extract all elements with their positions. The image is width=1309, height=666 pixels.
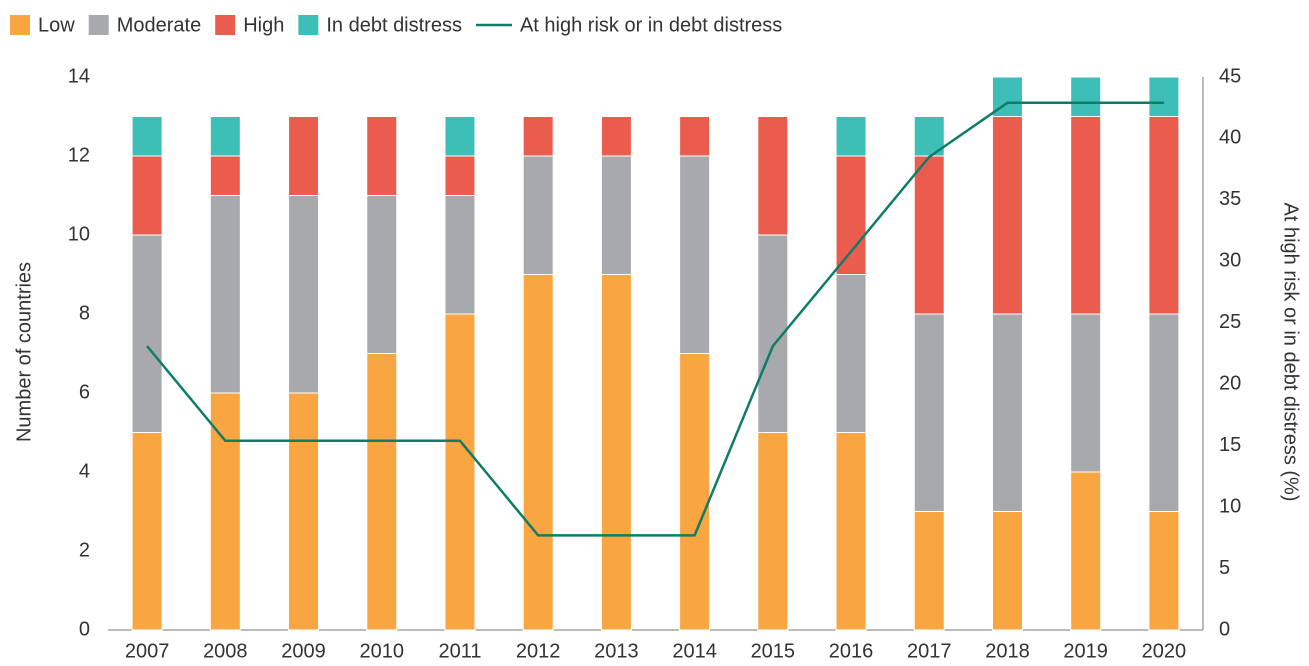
bar-segment [913,313,945,512]
x-tick-label: 2020 [1142,640,1187,662]
bar-segment [835,116,867,157]
y2-axis-label: At high risk or in debt distress (%) [1280,203,1302,502]
x-tick-label: 2018 [985,640,1030,662]
bar-segment [131,155,163,236]
bar-segment [522,116,554,157]
y2-tick-label: 30 [1219,250,1241,272]
bar-segment [366,116,398,196]
x-tick-label: 2008 [203,640,248,662]
y2-tick-label: 5 [1219,557,1230,579]
bar-segment [913,511,945,631]
x-tick-label: 2016 [829,640,874,662]
y-tick-label: 4 [79,460,90,482]
bar-segment [288,392,320,631]
bar-segment [131,432,163,631]
legend-label: In debt distress [326,14,462,36]
bar-segment [209,392,241,631]
bar-segment [1148,76,1180,117]
y2-tick-label: 40 [1219,127,1241,149]
y-tick-label: 6 [79,381,90,403]
y-tick-label: 12 [68,144,90,166]
y2-tick-label: 10 [1219,495,1241,517]
bar-segment [1148,116,1180,315]
bar-segment [991,511,1023,631]
y2-tick-label: 45 [1219,65,1241,87]
bar-segment [835,274,867,433]
legend-label: Moderate [117,14,202,36]
bar-segment [444,116,476,157]
bar-segment [600,116,632,157]
bar-segment [131,234,163,433]
bar-segment [288,195,320,394]
bar-segment [679,353,711,631]
bar-segment [366,195,398,354]
bar-segment [288,116,320,196]
bar-segment [991,313,1023,512]
x-tick-label: 2015 [751,640,796,662]
legend-label: At high risk or in debt distress [520,14,782,36]
x-tick-label: 2012 [516,640,561,662]
bar-segment [209,195,241,394]
y2-tick-label: 15 [1219,434,1241,456]
y2-tick-label: 0 [1219,618,1230,640]
line-series [146,101,1164,537]
bar-segment [1148,313,1180,512]
bar-segment [444,155,476,196]
legend-swatch [88,15,109,35]
bar-segment [1070,116,1102,315]
bar-segment [131,116,163,157]
legend-label: High [243,14,284,36]
legend-swatch [298,15,319,35]
bar-segment [600,155,632,275]
y-tick-label: 14 [68,65,90,87]
bar-segment [835,432,867,631]
x-tick-label: 2014 [672,640,717,662]
bar-segment [209,155,241,196]
bar-segment [600,274,632,631]
bar-segment [1070,76,1102,117]
bar-segment [1148,511,1180,631]
x-tick-label: 2010 [360,640,405,662]
x-tick-label: 2007 [125,640,170,662]
bar-segment [679,116,711,157]
bar-segment [209,116,241,157]
x-tick-label: 2011 [438,640,481,662]
legend-swatch [215,15,236,35]
y-tick-label: 10 [68,223,90,245]
bar-segment [757,116,789,236]
bar-segment [1070,471,1102,631]
y2-tick-label: 35 [1219,188,1241,210]
bar-segment [522,274,554,631]
bar-segment [444,313,476,631]
y-axis-label: Number of countries [13,262,35,442]
y-tick-label: 8 [79,302,90,324]
legend-label: Low [38,14,75,36]
bar-segment [913,155,945,315]
y-tick-label: 2 [79,539,90,561]
bar-segment [1070,313,1102,473]
bar-segment [366,353,398,631]
x-tick-label: 2009 [281,640,326,662]
bar-segment [679,155,711,354]
bar-segment [444,195,476,315]
y2-tick-label: 20 [1219,373,1241,395]
y-tick-label: 0 [79,618,90,640]
bar-segment [757,432,789,631]
x-tick-label: 2017 [907,640,952,662]
legend-swatch [10,15,30,35]
bar-segment [991,116,1023,315]
bar-segment [522,155,554,275]
y2-tick-label: 25 [1219,311,1241,333]
bar-segment [835,155,867,275]
x-tick-label: 2013 [594,640,639,662]
x-tick-label: 2019 [1063,640,1108,662]
